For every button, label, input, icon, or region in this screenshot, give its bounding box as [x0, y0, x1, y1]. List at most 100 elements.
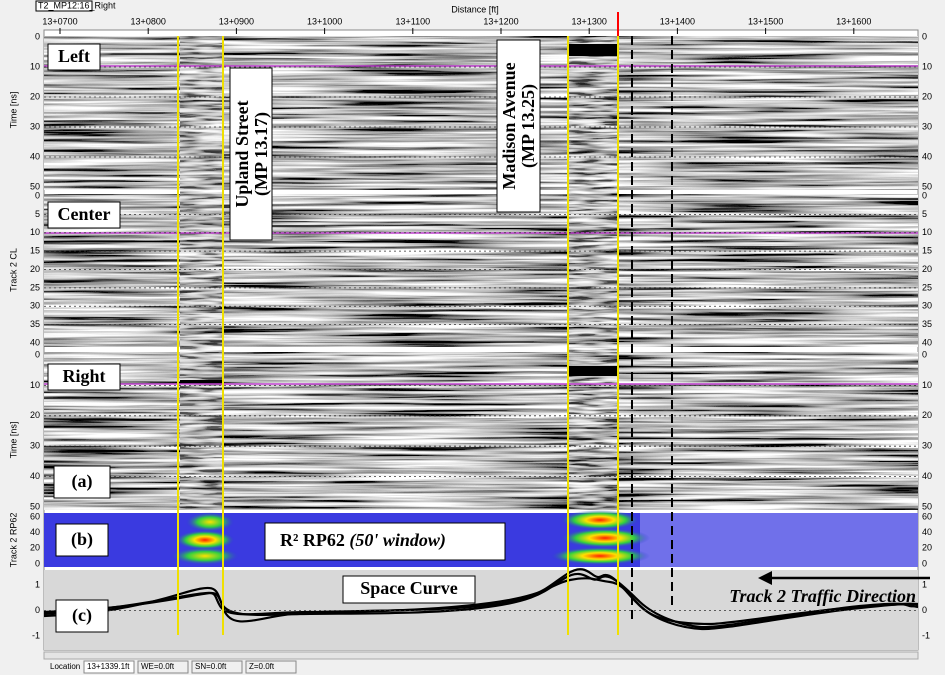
y-tick-label-right: 50	[922, 181, 932, 191]
distance-tick: 13+0700	[42, 16, 77, 26]
label-box	[47, 201, 121, 229]
r2-blob	[550, 547, 650, 565]
y-tick-label-right: 20	[922, 91, 932, 101]
y-tick-label-right: 40	[922, 337, 932, 347]
reflection	[568, 366, 618, 376]
y-tick-label-right: 10	[922, 227, 932, 237]
y-tick-label: 60	[30, 511, 40, 521]
distance-tick: 13+1300	[572, 16, 607, 26]
y-axis-title: Track 2 RP62	[8, 513, 18, 568]
street-lines	[177, 36, 619, 635]
y-axis-title: Track 2 CL	[8, 248, 18, 292]
y-axis-title: Time [ns]	[8, 92, 18, 129]
y-tick-label-right: 60	[922, 511, 932, 521]
annotation-box	[229, 67, 273, 241]
annotation: Madison Avenue	[499, 62, 519, 189]
y-tick-label-right: 40	[922, 471, 932, 481]
y-tick-label-right: 20	[922, 410, 932, 420]
y-tick-label-right: 25	[922, 282, 932, 292]
y-tick-label: 25	[30, 282, 40, 292]
r2-blob	[560, 528, 650, 548]
y-tick-label: 20	[30, 91, 40, 101]
y-tick-label: 30	[30, 301, 40, 311]
y-tick-label: 0	[35, 558, 40, 568]
status-field	[137, 660, 189, 674]
scrollbar[interactable]	[43, 651, 919, 660]
y-tick-label: 20	[30, 543, 40, 553]
r2-bg-light	[640, 513, 918, 567]
distance-tick: 13+1600	[836, 16, 871, 26]
status-label: Location	[50, 662, 80, 671]
y-tick-label: 1	[35, 579, 40, 589]
r2-blob	[185, 512, 235, 532]
distance-tick: 13+1100	[395, 16, 430, 26]
y-tick-label: 20	[30, 264, 40, 274]
panel-label: Left	[58, 46, 90, 66]
y-tick-label: 40	[30, 527, 40, 537]
file-name: T2_MP12:16_Right	[38, 0, 116, 10]
panel-tag: (c)	[72, 605, 92, 626]
panel-label: Right	[62, 366, 105, 386]
y-tick-label: -1	[32, 630, 40, 640]
y-tick-label-right: 40	[922, 151, 932, 161]
annotation: (MP 13.25)	[518, 84, 539, 168]
y-tick-label-right: 30	[922, 121, 932, 131]
y-tick-label: 5	[35, 209, 40, 219]
y-tick-label: 10	[30, 227, 40, 237]
status-field	[191, 660, 243, 674]
label-box	[55, 599, 109, 633]
y-tick-label-right: 1	[922, 579, 927, 589]
y-tick-label: 50	[30, 501, 40, 511]
y-tick-label: 0	[35, 349, 40, 359]
y-tick-label-right: 5	[922, 209, 927, 219]
y-tick-label: 40	[30, 151, 40, 161]
y-tick-label: 20	[30, 410, 40, 420]
label-box	[342, 575, 476, 604]
y-tick-label: 0	[35, 190, 40, 200]
panel-tag: (a)	[72, 471, 93, 492]
y-tick-label: 40	[30, 471, 40, 481]
distance-tick: 13+0800	[131, 16, 166, 26]
upland-texture	[180, 36, 224, 510]
y-tick-label: 30	[30, 121, 40, 131]
space-curves	[43, 568, 919, 631]
distance-tick: 13+1400	[660, 16, 695, 26]
y-tick-label-right: 40	[922, 527, 932, 537]
status-value: SN=0.0ft	[195, 662, 227, 671]
reflection	[180, 380, 224, 384]
label-box	[53, 465, 111, 499]
radargram-left	[44, 36, 918, 190]
curve-label: Space Curve	[360, 578, 458, 598]
r2-blob	[560, 510, 640, 530]
dashed-markers	[631, 36, 673, 620]
y-tick-label-right: -1	[922, 630, 930, 640]
madison-texture	[568, 36, 618, 510]
y-tick-label: 40	[30, 337, 40, 347]
panel-label: Center	[58, 204, 111, 224]
distance-tick: 13+1200	[483, 16, 518, 26]
y-tick-label-right: 0	[922, 605, 927, 615]
direction-arrowhead	[758, 571, 772, 585]
label-box	[264, 522, 506, 561]
radargram-right	[44, 352, 918, 510]
distance-title: Distance [ft]	[451, 4, 499, 14]
radargram-center	[44, 194, 918, 347]
y-tick-label-right: 20	[922, 264, 932, 274]
y-tick-label-right: 0	[922, 349, 927, 359]
y-tick-label-right: 50	[922, 501, 932, 511]
status-field	[83, 660, 135, 674]
y-tick-label-right: 10	[922, 380, 932, 390]
y-tick-label: 0	[35, 605, 40, 615]
y-tick-label-right: 15	[922, 246, 932, 256]
status-value: Z=0.0ft	[249, 662, 275, 671]
y-tick-label-right: 0	[922, 31, 927, 41]
y-axis-title: Time [ns]	[8, 422, 18, 459]
r2-blob	[175, 530, 235, 550]
y-tick-label-right: 30	[922, 301, 932, 311]
y-tick-label: 0	[35, 31, 40, 41]
y-tick-label: 50	[30, 181, 40, 191]
distance-tick: 13+1000	[307, 16, 342, 26]
y-tick-label-right: 0	[922, 558, 927, 568]
curve-bg	[44, 570, 918, 650]
